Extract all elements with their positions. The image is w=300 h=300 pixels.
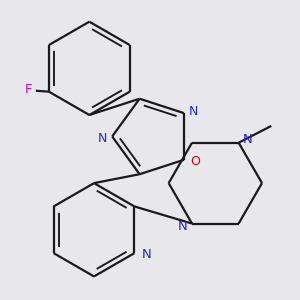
- Text: O: O: [190, 155, 200, 168]
- Text: N: N: [189, 105, 198, 118]
- Text: N: N: [243, 134, 253, 146]
- Text: N: N: [142, 248, 152, 262]
- Text: N: N: [98, 132, 107, 145]
- Text: F: F: [25, 83, 32, 96]
- Text: N: N: [178, 220, 188, 233]
